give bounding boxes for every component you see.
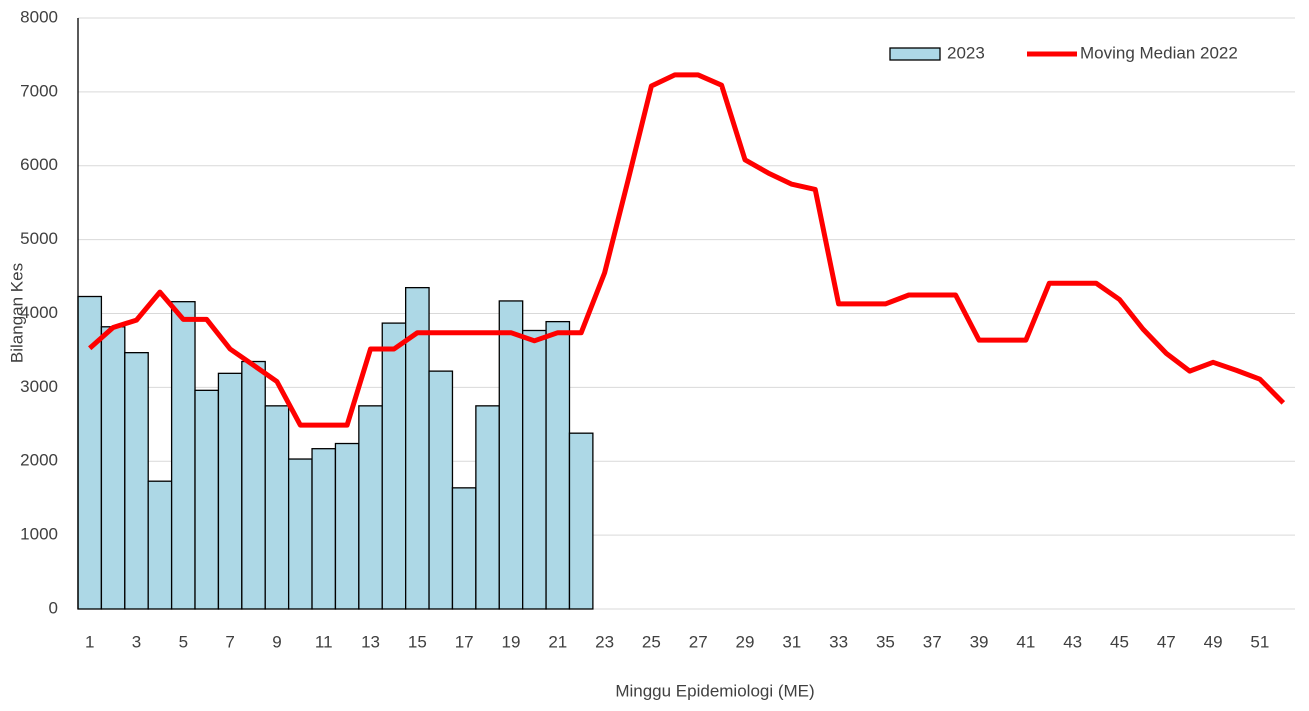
x-tick-label: 5	[179, 632, 188, 651]
x-tick-label: 27	[689, 632, 708, 651]
bar	[241, 360, 266, 610]
x-tick-label: 23	[595, 632, 614, 651]
bar	[287, 458, 313, 610]
x-tick-label: 7	[225, 632, 234, 651]
bar	[170, 301, 196, 610]
bar	[475, 405, 500, 610]
bar	[358, 405, 383, 610]
x-tick-label: 43	[1063, 632, 1082, 651]
bar	[498, 300, 524, 610]
y-tick-label: 8000	[20, 7, 58, 26]
y-tick-label: 1000	[20, 525, 58, 544]
x-tick-label: 37	[923, 632, 942, 651]
legend-label: 2023	[947, 43, 985, 62]
y-axis-label: Bilangan Kes	[7, 263, 26, 363]
legend-label: Moving Median 2022	[1080, 43, 1238, 62]
x-tick-label: 13	[361, 632, 380, 651]
bar	[217, 372, 243, 610]
bar	[381, 322, 407, 610]
bar	[194, 389, 220, 610]
x-tick-label: 9	[272, 632, 281, 651]
x-tick-label: 45	[1110, 632, 1129, 651]
x-tick-label: 3	[132, 632, 141, 651]
x-tick-label: 39	[970, 632, 989, 651]
x-tick-label: 51	[1250, 632, 1269, 651]
bar	[334, 442, 360, 610]
bar	[522, 329, 547, 610]
x-tick-label: 21	[548, 632, 567, 651]
grid	[78, 17, 1295, 610]
y-tick-label: 6000	[20, 155, 58, 174]
x-axis-label: Minggu Epidemiologi (ME)	[615, 681, 814, 700]
x-tick-label: 1	[85, 632, 94, 651]
x-tick-label: 29	[736, 632, 755, 651]
bar	[428, 370, 454, 610]
bar	[545, 320, 571, 610]
legend-swatch	[889, 47, 941, 61]
bar	[264, 405, 290, 610]
bar	[147, 480, 173, 610]
bar	[451, 487, 477, 610]
x-tick-label: 25	[642, 632, 661, 651]
x-tick-label: 41	[1016, 632, 1035, 651]
x-tick-label: 47	[1157, 632, 1176, 651]
y-tick-label: 3000	[20, 377, 58, 396]
y-tick-label: 4000	[20, 303, 58, 322]
x-tick-label: 33	[829, 632, 848, 651]
x-tick-label: 49	[1204, 632, 1223, 651]
x-tick-label: 35	[876, 632, 895, 651]
bar	[100, 326, 126, 610]
x-tick-label: 11	[315, 632, 333, 651]
y-tick-label: 7000	[20, 81, 58, 100]
bar	[568, 432, 594, 610]
x-tick-label: 17	[455, 632, 474, 651]
x-tick-label: 15	[408, 632, 427, 651]
y-tick-label: 2000	[20, 451, 58, 470]
y-tick-label: 5000	[20, 229, 58, 248]
x-tick-label: 19	[502, 632, 521, 651]
bar	[311, 448, 337, 610]
line	[88, 72, 1286, 428]
y-tick-label: 0	[49, 598, 58, 617]
x-tick-label: 31	[782, 632, 801, 651]
bar	[124, 352, 149, 610]
